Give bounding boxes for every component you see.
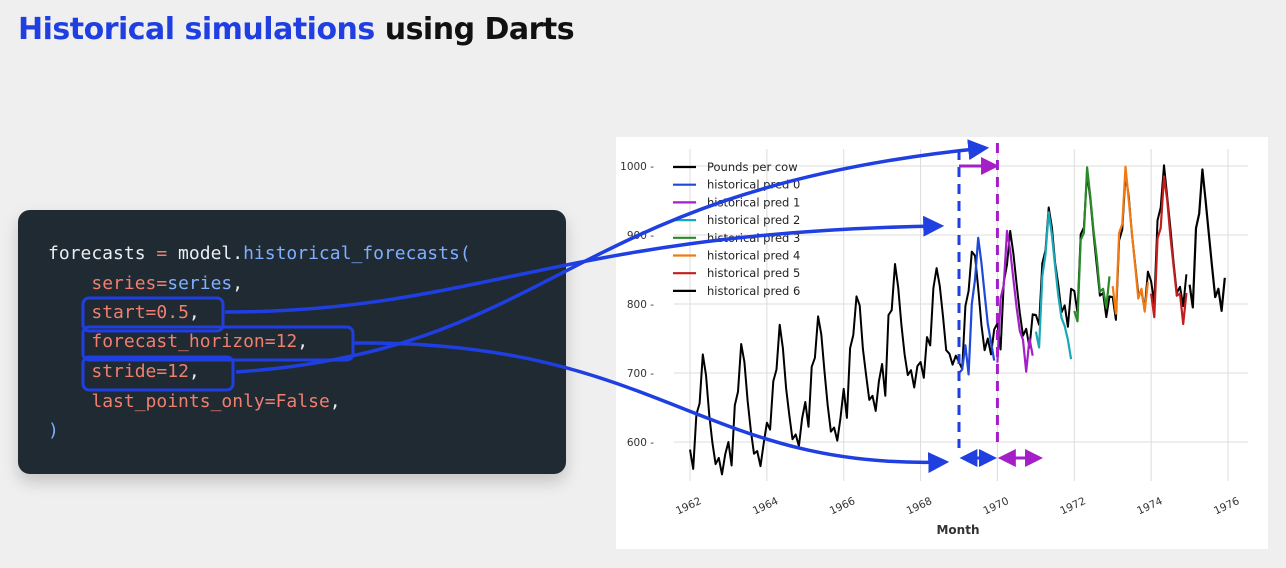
code-token: 12 [167,361,189,382]
code-token: model. [167,243,244,264]
historical-forecast-chart: 600 - 700 - 800 - 900 - 1000 - 1962 1964 1966 19… [620,149,1248,537]
code-line: forecast_horizon=12, [48,331,308,353]
x-tick-label: 1970 [982,495,1011,517]
code-token [48,302,91,323]
page-title: Historical simulations using Darts [18,12,575,47]
code-token: series [91,273,157,294]
legend-entry: historical pred 2 [707,213,800,227]
code-token: = [156,243,168,264]
code-token: series [167,273,233,294]
y-tick-label: 600 - [627,437,654,449]
code-line: start=0.5, [48,302,200,324]
code-token: = [156,273,168,294]
y-tick-label: 900 - [627,230,654,242]
y-tick-label: 800 - [627,299,654,311]
code-token: , [297,331,309,352]
code-token: False [275,391,330,412]
code-token: stride [91,361,157,382]
code-token: = [264,391,276,412]
code-token: = [264,331,276,352]
legend-entry: historical pred 4 [707,249,800,263]
legend-entry: historical pred 0 [707,178,800,192]
x-tick-label: 1964 [751,495,781,517]
x-axis-label: Month [936,523,979,537]
code-token: , [232,273,244,294]
code-token: , [188,361,200,382]
code-token: forecast_horizon [91,331,265,352]
code-token [48,361,91,382]
code-token [48,331,91,352]
x-tick-label: 1962 [674,495,703,517]
code-token: , [188,302,200,323]
code-line: series=series, [48,273,243,295]
series-line-7 [1188,168,1226,312]
x-tick-label: 1972 [1058,495,1087,517]
series-line-2 [996,229,1034,373]
legend-entry: historical pred 1 [707,195,800,209]
code-token: forecasts [48,243,157,264]
legend-entry: historical pred 6 [707,284,800,298]
code-token: , [329,391,341,412]
series-line-0 [689,164,1188,476]
code-token: historical_forecasts [243,243,460,264]
code-token [48,273,91,294]
series-line-4 [1073,166,1111,323]
code-token: = [156,361,168,382]
y-tick-label: 1000 - [620,161,654,173]
x-tick-label: 1968 [905,495,934,517]
code-line: ) [48,420,59,442]
code-token: ) [48,420,59,441]
chart-panel: 600 - 700 - 800 - 900 - 1000 - 1962 1964 1966 19… [616,137,1268,549]
code-token [48,391,91,412]
series-line-3 [1034,211,1073,360]
x-tick-label: 1976 [1212,495,1242,517]
x-tick-label: 1974 [1135,495,1165,517]
y-tick-label: 700 - [627,368,654,380]
code-token: ( [459,243,471,264]
series-line-1 [958,236,996,376]
code-block: forecasts = model.historical_forecasts( … [18,210,566,474]
legend-entry: Pounds per cow [707,160,798,174]
x-tick-label: 1966 [828,495,858,517]
code-line: forecasts = model.historical_forecasts( [48,243,471,265]
code-token: 0.5 [156,302,189,323]
code-token: start [91,302,146,323]
legend-entry: historical pred 3 [707,231,800,245]
code-token: 12 [275,331,298,352]
title-highlight: Historical simulations [18,12,375,47]
code-token: last_points_only [91,391,265,412]
code-line: last_points_only=False, [48,391,341,413]
code-token: = [145,302,157,323]
code-line: stride=12, [48,361,200,383]
legend-entry: historical pred 5 [707,266,800,280]
series-line-5 [1111,165,1149,315]
series-line-6 [1150,175,1188,326]
title-rest: using Darts [374,12,575,47]
